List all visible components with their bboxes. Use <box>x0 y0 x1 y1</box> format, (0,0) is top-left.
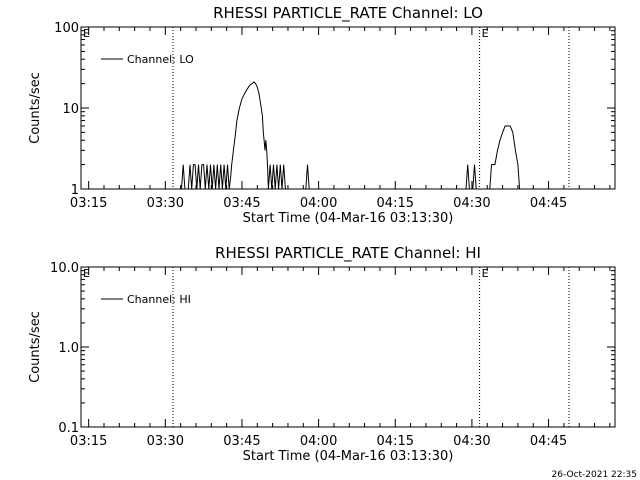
p0-corner-label: E <box>83 27 90 40</box>
p1-x-tick-label: 03:30 <box>147 434 184 449</box>
p1-title: RHESSI PARTICLE_RATE Channel: HI <box>215 244 481 263</box>
p0-plot-frame <box>80 26 616 190</box>
p1-x-tick-label: 04:00 <box>300 434 337 449</box>
p0-y-tick-label: 10 <box>62 102 79 117</box>
p0-y-tick-label: 100 <box>54 21 79 36</box>
p0-x-tick-label: 03:45 <box>223 196 260 211</box>
p0-x-tick-label: 04:45 <box>530 196 567 211</box>
p0-y-tick-label: 1 <box>71 183 79 198</box>
p1-legend-entry: Channel: HI <box>127 293 191 306</box>
p1-time-marker-label: E <box>482 267 489 280</box>
p0-x-tick-label: 04:15 <box>377 196 414 211</box>
p1-y-tick-label: 1.0 <box>58 341 79 356</box>
p0-series-line <box>170 81 310 189</box>
p0-legend-entry: Channel: LO <box>127 53 194 66</box>
p0-x-tick-label: 04:00 <box>300 196 337 211</box>
p1-x-tick-label: 04:30 <box>453 434 490 449</box>
p0-y-axis-label: Counts/sec <box>28 72 43 144</box>
p0-x-tick-label: 03:30 <box>147 196 184 211</box>
p1-corner-label: E <box>83 267 90 280</box>
p0-series-line <box>465 125 521 189</box>
p1-x-tick-label: 03:15 <box>70 434 107 449</box>
p1-x-tick-label: 03:45 <box>223 434 260 449</box>
p0-x-tick-label: 04:30 <box>453 196 490 211</box>
p1-plot-frame <box>80 266 616 428</box>
p0-x-axis-label: Start Time (04-Mar-16 03:13:30) <box>243 211 454 226</box>
p1-x-tick-label: 04:15 <box>377 434 414 449</box>
p1-x-axis-label: Start Time (04-Mar-16 03:13:30) <box>243 449 454 464</box>
p0-x-tick-label: 03:15 <box>70 196 107 211</box>
p0-title: RHESSI PARTICLE_RATE Channel: LO <box>213 4 483 23</box>
p1-y-tick-label: 0.1 <box>58 421 79 436</box>
p0-time-marker-label: E <box>482 27 489 40</box>
p1-y-tick-label: 10.0 <box>50 261 79 276</box>
footer-timestamp: 26-Oct-2021 22:35 <box>552 470 637 480</box>
p1-y-axis-label: Counts/sec <box>28 311 43 383</box>
p1-x-tick-label: 04:45 <box>530 434 567 449</box>
